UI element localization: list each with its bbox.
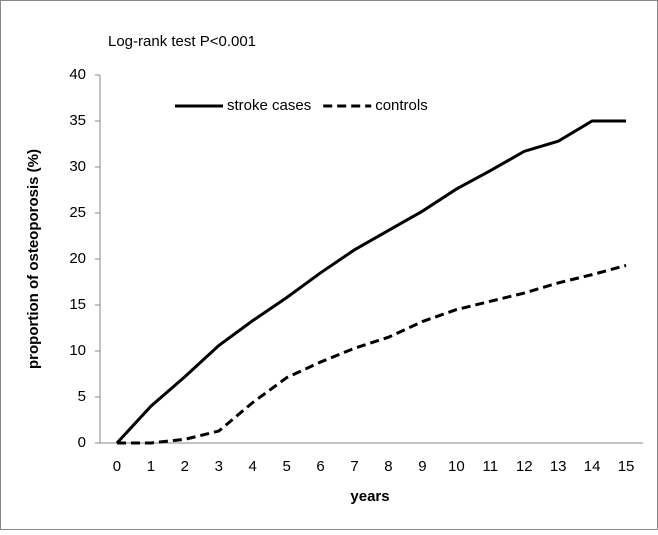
x-tick-label: 2 <box>181 458 189 475</box>
annotation: Log-rank test P<0.001 <box>108 33 256 50</box>
line-series <box>116 263 627 445</box>
x-axis-label: years <box>350 488 389 505</box>
y-tick-label: 15 <box>69 296 86 313</box>
y-tick-label: 5 <box>78 388 86 405</box>
x-tick-label: 15 <box>618 458 635 475</box>
x-tick-label: 5 <box>282 458 290 475</box>
x-tick-label: 8 <box>384 458 392 475</box>
legend-label: stroke cases <box>227 97 311 114</box>
y-tick-label: 30 <box>69 158 86 175</box>
y-tick-label: 0 <box>78 434 86 451</box>
x-tick-label: 6 <box>316 458 324 475</box>
legend-label: controls <box>375 97 428 114</box>
x-tick-label: 13 <box>550 458 567 475</box>
y-axis-label: proportion of osteoporosis (%) <box>25 149 42 369</box>
x-tick-label: 12 <box>516 458 533 475</box>
x-tick-label: 9 <box>418 458 426 475</box>
y-tick-label: 40 <box>69 66 86 83</box>
line-series <box>115 119 627 445</box>
x-tick-label: 4 <box>249 458 257 475</box>
y-tick-label: 25 <box>69 204 86 221</box>
y-tick-label: 10 <box>69 342 86 359</box>
x-tick-label: 11 <box>482 458 498 475</box>
x-tick-label: 10 <box>448 458 465 475</box>
x-tick-label: 7 <box>350 458 358 475</box>
x-tick-label: 3 <box>215 458 223 475</box>
x-tick-label: 14 <box>584 458 601 475</box>
y-tick-label: 20 <box>69 250 86 267</box>
x-tick-label: 0 <box>113 458 121 475</box>
y-tick-label: 35 <box>69 112 86 129</box>
x-tick-label: 1 <box>147 458 155 475</box>
